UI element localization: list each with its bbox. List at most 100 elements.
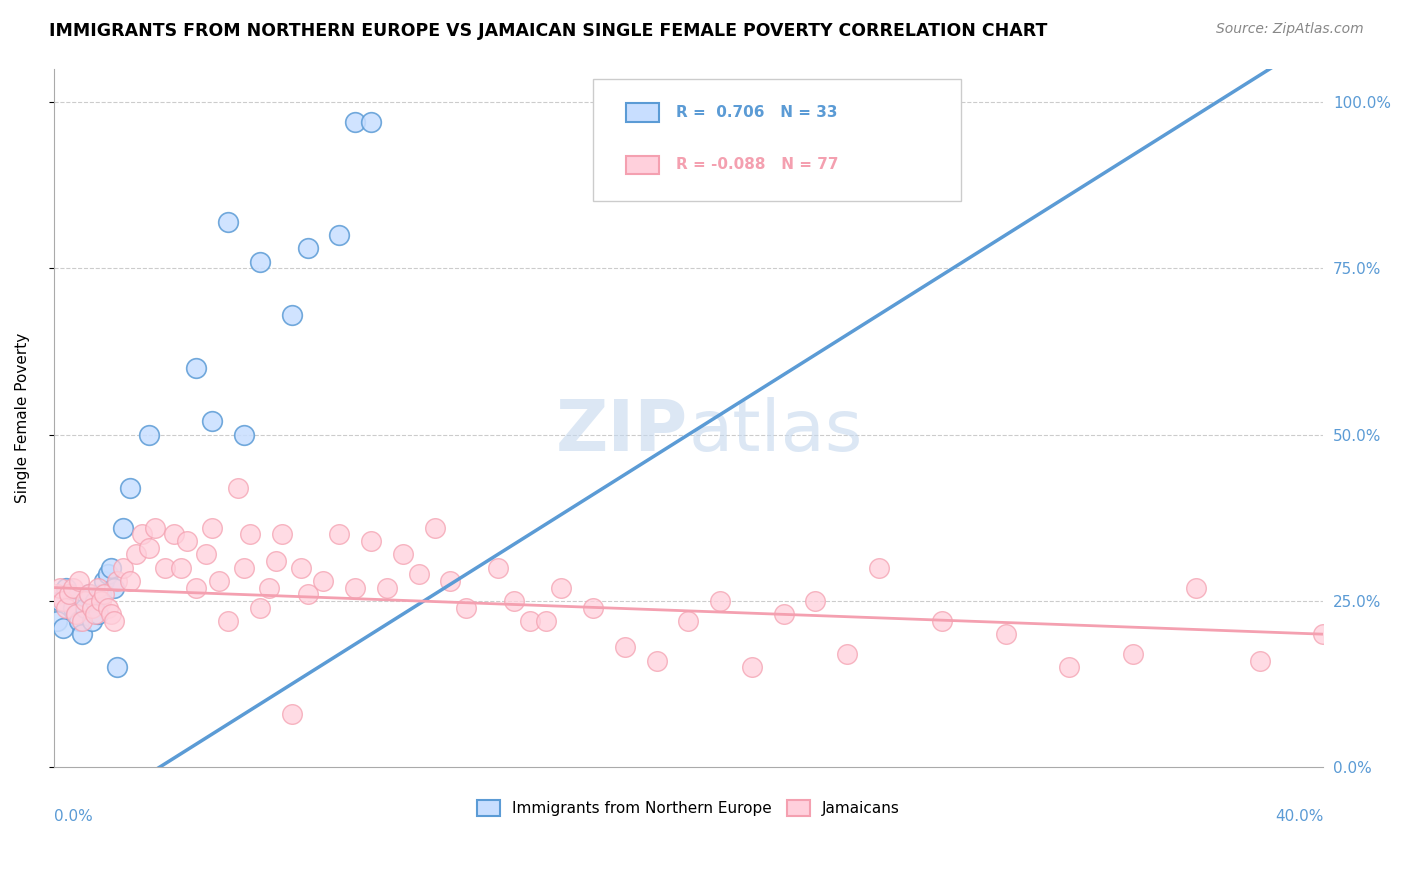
Point xyxy=(58,587,80,601)
Point xyxy=(70,614,93,628)
Point xyxy=(391,547,413,561)
Point xyxy=(65,607,87,622)
Point xyxy=(103,614,125,628)
Point xyxy=(249,254,271,268)
Point xyxy=(49,581,72,595)
Point xyxy=(100,560,122,574)
Point xyxy=(62,600,84,615)
Point xyxy=(233,427,256,442)
Point xyxy=(90,587,112,601)
Point xyxy=(208,574,231,588)
Text: atlas: atlas xyxy=(689,397,863,467)
Point xyxy=(112,521,135,535)
Point xyxy=(97,600,120,615)
Point xyxy=(77,587,100,601)
FancyBboxPatch shape xyxy=(626,103,659,121)
Text: R =  0.706   N = 33: R = 0.706 N = 33 xyxy=(676,105,837,120)
Point xyxy=(55,600,77,615)
Point xyxy=(271,527,294,541)
Text: IMMIGRANTS FROM NORTHERN EUROPE VS JAMAICAN SINGLE FEMALE POVERTY CORRELATION CH: IMMIGRANTS FROM NORTHERN EUROPE VS JAMAI… xyxy=(49,22,1047,40)
Point xyxy=(186,581,208,595)
Point xyxy=(233,560,256,574)
Point xyxy=(118,574,141,588)
Text: ZIP: ZIP xyxy=(557,397,689,467)
Point xyxy=(259,581,281,595)
Point xyxy=(138,427,160,442)
Point xyxy=(678,614,700,628)
Point xyxy=(138,541,160,555)
Point xyxy=(55,581,77,595)
Point xyxy=(312,574,335,588)
Text: 0.0%: 0.0% xyxy=(53,809,93,824)
Point xyxy=(439,574,461,588)
Text: Source: ZipAtlas.com: Source: ZipAtlas.com xyxy=(1216,22,1364,37)
Point xyxy=(186,361,208,376)
Text: R = -0.088   N = 77: R = -0.088 N = 77 xyxy=(676,158,838,172)
Point xyxy=(100,607,122,622)
Point xyxy=(328,227,350,242)
Point xyxy=(125,547,148,561)
Point xyxy=(1185,581,1208,595)
Point xyxy=(87,607,110,622)
Point xyxy=(613,640,636,655)
Point xyxy=(502,594,524,608)
Point xyxy=(249,600,271,615)
Point xyxy=(105,660,128,674)
Point xyxy=(176,534,198,549)
Point xyxy=(93,587,115,601)
Point xyxy=(118,481,141,495)
Y-axis label: Single Female Poverty: Single Female Poverty xyxy=(15,333,30,503)
Point xyxy=(49,594,72,608)
Point xyxy=(1312,627,1334,641)
Point xyxy=(75,600,97,615)
Point xyxy=(344,581,367,595)
Point xyxy=(645,654,668,668)
Point xyxy=(131,527,153,541)
Point xyxy=(105,574,128,588)
Point xyxy=(772,607,794,622)
Point xyxy=(297,587,319,601)
Point xyxy=(217,214,239,228)
Point xyxy=(67,574,90,588)
Point xyxy=(93,574,115,588)
Point xyxy=(582,600,605,615)
Point xyxy=(328,527,350,541)
FancyBboxPatch shape xyxy=(593,79,962,202)
Point xyxy=(103,581,125,595)
Text: 40.0%: 40.0% xyxy=(1275,809,1323,824)
Point xyxy=(52,620,75,634)
Point xyxy=(868,560,890,574)
Point xyxy=(90,594,112,608)
Point xyxy=(1059,660,1081,674)
Point xyxy=(280,706,302,721)
Point xyxy=(87,581,110,595)
Point xyxy=(52,594,75,608)
Legend: Immigrants from Northern Europe, Jamaicans: Immigrants from Northern Europe, Jamaica… xyxy=(471,794,905,822)
Point xyxy=(280,308,302,322)
Point xyxy=(994,627,1017,641)
Point xyxy=(45,614,67,628)
Point xyxy=(709,594,731,608)
Point xyxy=(70,627,93,641)
Point xyxy=(62,581,84,595)
Point xyxy=(80,614,103,628)
Point xyxy=(375,581,398,595)
Point xyxy=(360,115,382,129)
Point xyxy=(408,567,430,582)
Point xyxy=(456,600,478,615)
Point xyxy=(264,554,287,568)
Point xyxy=(97,567,120,582)
Point xyxy=(741,660,763,674)
Point xyxy=(83,607,105,622)
Point xyxy=(58,587,80,601)
Point xyxy=(360,534,382,549)
Point xyxy=(169,560,191,574)
Point xyxy=(931,614,953,628)
Point xyxy=(83,594,105,608)
Point xyxy=(112,560,135,574)
Point xyxy=(290,560,312,574)
Point xyxy=(153,560,176,574)
Point xyxy=(344,115,367,129)
Point xyxy=(163,527,186,541)
FancyBboxPatch shape xyxy=(626,156,659,174)
